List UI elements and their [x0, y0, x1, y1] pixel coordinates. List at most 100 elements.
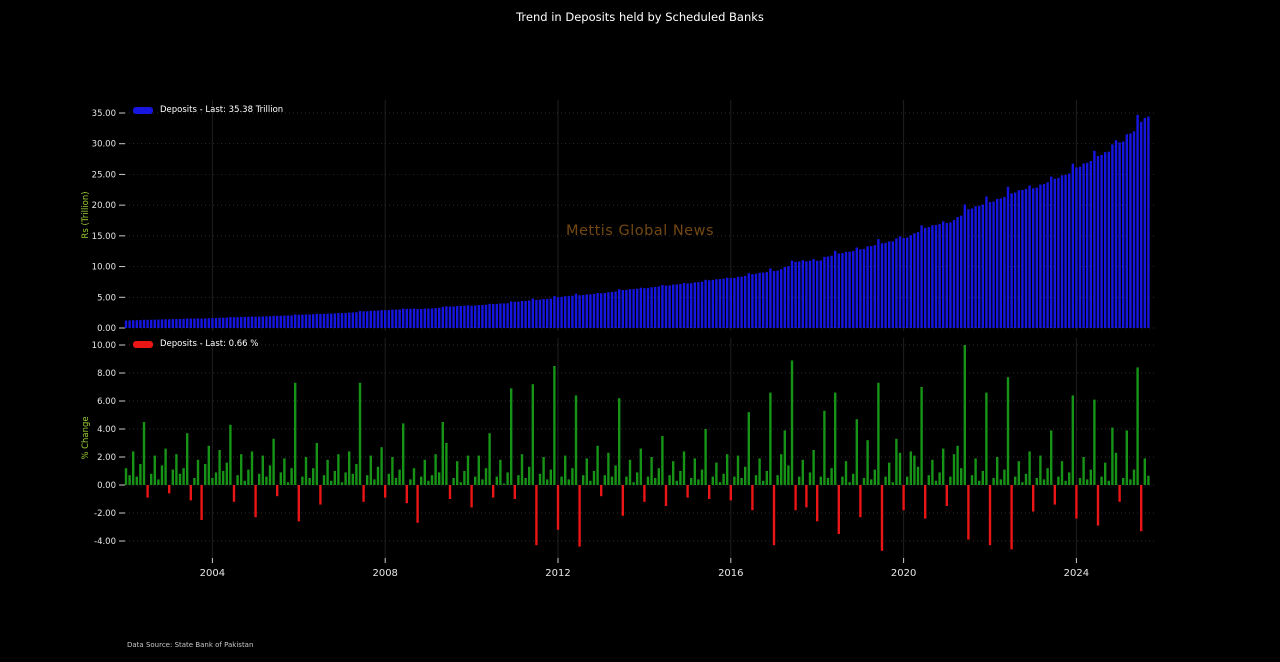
deposit-bar: [553, 296, 556, 328]
deposit-bar: [1100, 154, 1103, 328]
deposit-bar: [870, 246, 873, 328]
chart-title: Trend in Deposits held by Scheduled Bank…: [516, 10, 764, 24]
pct-change-bar-positive: [747, 412, 750, 485]
deposit-bar: [1053, 178, 1056, 328]
pct-change-bar-positive: [294, 382, 297, 485]
deposit-bar: [178, 318, 182, 328]
pct-change-bar-positive: [934, 480, 938, 485]
pct-change-bar-negative: [276, 485, 279, 497]
deposit-bar: [632, 289, 635, 328]
pct-change-bar-negative: [448, 485, 452, 499]
deposit-bar: [967, 209, 970, 328]
pct-change-bar-positive: [765, 471, 768, 485]
deposit-bar: [664, 285, 668, 328]
deposit-bar: [286, 315, 290, 328]
pct-change-bar-negative: [880, 485, 884, 551]
deposit-bar: [132, 320, 135, 328]
y-tick-label: 5.00: [97, 293, 116, 303]
deposit-bar: [1136, 114, 1139, 328]
legend-pct-change: Deposits - Last: 0.66 %: [133, 339, 258, 349]
pct-change-bar-positive: [891, 482, 894, 485]
pct-change-bar-positive: [366, 475, 369, 485]
deposit-bar: [582, 294, 585, 328]
pct-change-bar-positive: [376, 466, 380, 485]
pct-change-bar-positive: [636, 472, 639, 485]
pct-change-bar-negative: [416, 485, 419, 523]
pct-change-bar-positive: [693, 458, 696, 485]
deposit-bar: [639, 287, 642, 328]
pct-change-bar-positive: [949, 476, 952, 485]
pct-change-bar-positive: [499, 459, 502, 485]
deposit-bar: [513, 301, 516, 328]
deposit-bar: [441, 306, 444, 328]
deposit-bar: [297, 314, 300, 328]
deposit-bar: [348, 312, 351, 328]
x-tick-label: 2024: [1064, 568, 1089, 579]
deposit-bar: [711, 279, 714, 328]
pct-change-bar-positive: [884, 476, 887, 485]
deposit-bar: [661, 284, 664, 328]
deposit-bar: [265, 316, 268, 328]
deposit-bar: [452, 306, 455, 328]
pct-change-bar-positive: [229, 424, 232, 485]
deposit-bar: [380, 310, 383, 328]
pct-change-bar-positive: [744, 466, 747, 485]
pct-change-bar-positive: [1060, 461, 1064, 485]
deposit-bar: [124, 320, 128, 328]
deposit-bar: [726, 277, 729, 328]
pct-change-bar-positive: [171, 469, 174, 485]
pct-change-bar-positive: [1111, 427, 1114, 485]
deposit-bar: [200, 318, 203, 328]
pct-change-bar-positive: [333, 471, 336, 485]
deposit-bar: [488, 303, 491, 328]
pct-change-bar-positive: [218, 450, 221, 485]
y-axis-label-deposits: Rs (Trillion): [81, 191, 91, 239]
deposit-bar: [506, 303, 509, 328]
pct-change-bar-positive: [787, 465, 790, 485]
deposit-bar: [1064, 174, 1067, 328]
deposit-bar: [276, 315, 279, 328]
pct-change-bar-positive: [132, 451, 135, 485]
deposit-bar: [1057, 177, 1060, 328]
deposit-bar: [1010, 193, 1013, 328]
deposit-bar: [1050, 176, 1053, 328]
deposit-bar: [762, 272, 765, 328]
pct-change-bar-positive: [564, 455, 567, 485]
deposit-bar: [243, 316, 246, 328]
deposit-bar: [351, 312, 354, 328]
pct-change-bar-negative: [686, 485, 689, 498]
deposit-bar: [218, 317, 221, 328]
pct-change-bar-positive: [236, 475, 239, 485]
pct-change-bar-negative: [470, 485, 473, 508]
pct-change-bar-positive: [769, 392, 772, 485]
pct-change-bar-positive: [502, 483, 506, 485]
deposit-bar: [643, 288, 646, 328]
y-tick-label: 8.00: [97, 369, 116, 379]
deposit-bar: [366, 311, 369, 328]
pct-change-bar-positive: [445, 443, 448, 485]
pct-change-bar-positive: [819, 476, 822, 485]
deposit-bar: [290, 315, 293, 328]
deposit-bar: [236, 317, 239, 328]
pct-change-bar-negative: [384, 485, 387, 498]
deposit-bar: [790, 260, 794, 328]
pct-change-bar-negative: [816, 485, 819, 522]
y-tick-label: 4.00: [97, 425, 116, 435]
deposit-bar: [913, 233, 916, 328]
deposit-bar: [315, 313, 318, 328]
pct-change-bar-positive: [240, 454, 243, 485]
pct-change-bar-positive: [394, 478, 398, 485]
pct-change-bar-positive: [675, 480, 678, 485]
deposit-bar: [477, 305, 480, 328]
deposit-bar: [272, 315, 275, 328]
pct-change-bar-positive: [160, 465, 164, 485]
deposit-bar: [902, 237, 905, 328]
pct-change-bar-positive: [909, 451, 912, 485]
pct-change-bar-positive: [855, 419, 858, 485]
deposit-bar: [891, 241, 894, 328]
deposit-bar: [196, 318, 200, 328]
y-tick-label: 0.00: [97, 481, 116, 491]
pct-change-bar-positive: [916, 466, 920, 485]
pct-change-bar-positive: [808, 472, 812, 485]
pct-change-bar-positive: [1039, 455, 1042, 485]
